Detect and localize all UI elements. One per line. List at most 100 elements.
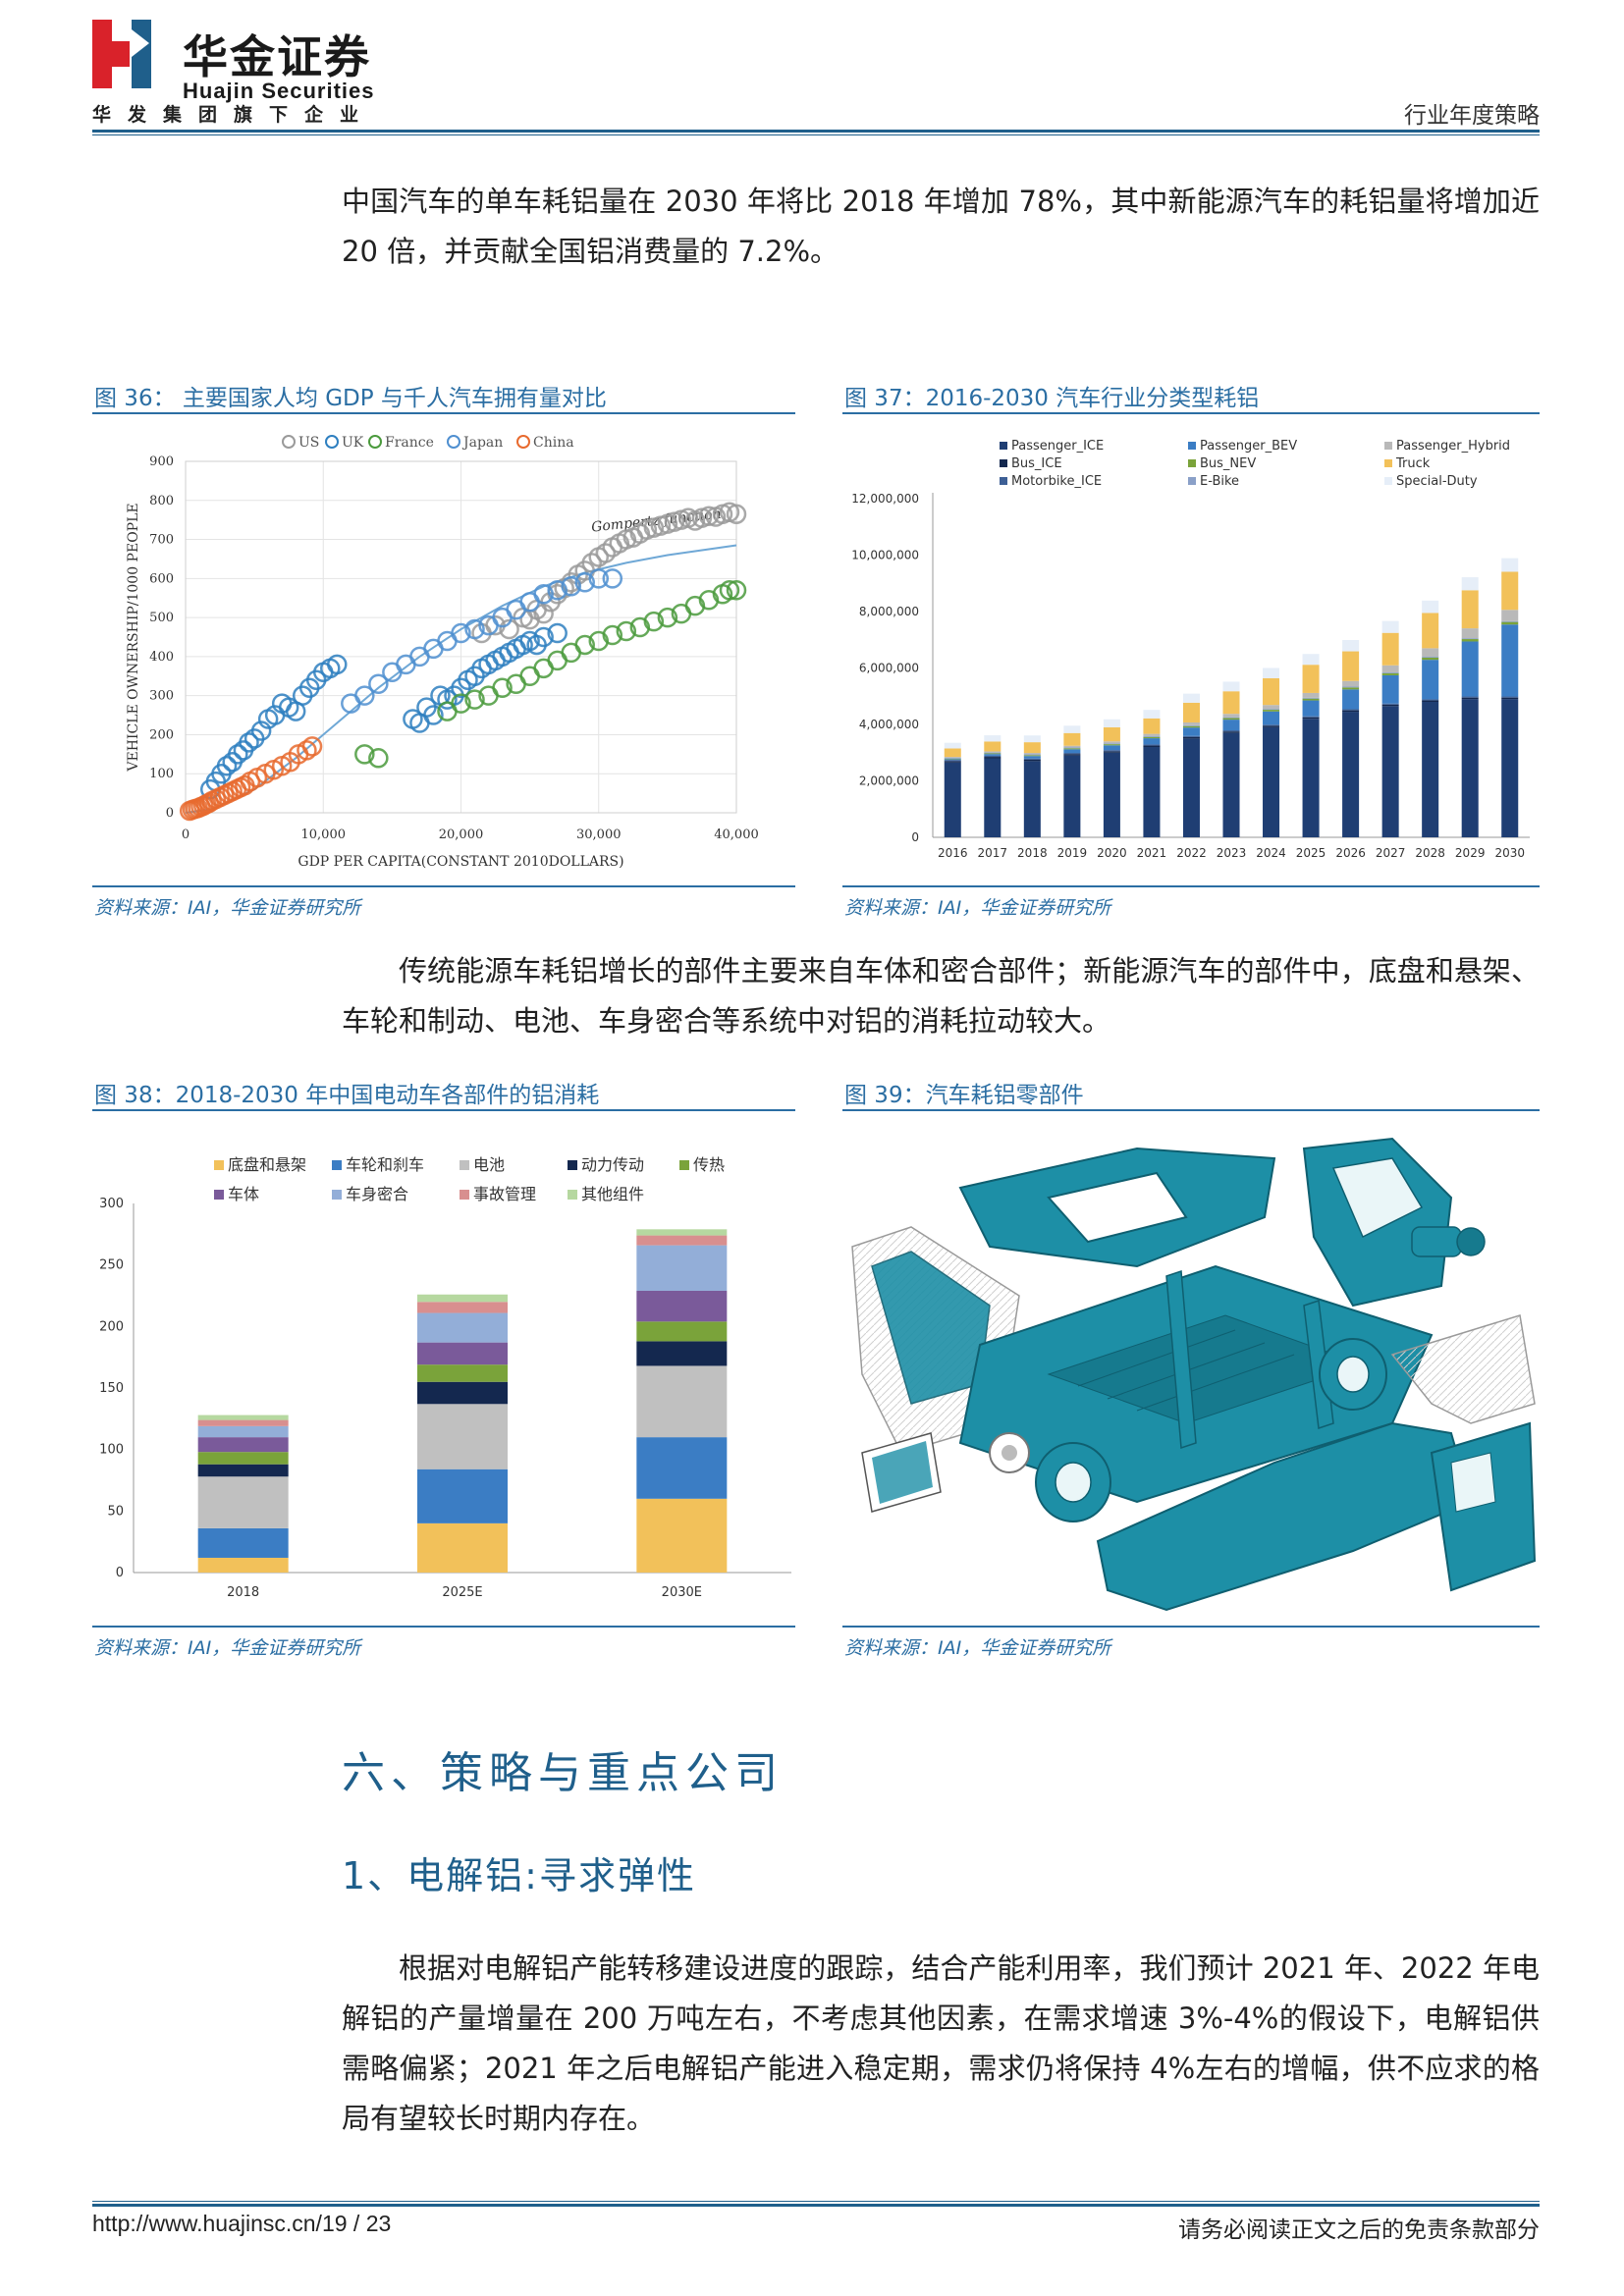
bar-segment-truck bbox=[1063, 732, 1081, 746]
data-point-france bbox=[726, 580, 747, 601]
bar-segment-passenger-ice bbox=[1103, 752, 1120, 837]
bar-segment-motorbike-ice bbox=[944, 760, 961, 762]
legend-label: France bbox=[385, 435, 434, 451]
bar-segment bbox=[197, 1415, 289, 1420]
legend-swatch bbox=[1188, 477, 1196, 485]
y-tick-label: 50 bbox=[107, 1504, 124, 1519]
bar-segment-truck bbox=[1461, 590, 1479, 629]
bar-segment-passenger-hybrid bbox=[1263, 705, 1280, 710]
bar-segment-bus-ice bbox=[1222, 731, 1240, 733]
bar-segment-passenger-bev bbox=[1422, 660, 1439, 700]
bar-segment-passenger-bev bbox=[1342, 689, 1360, 710]
footer-url[interactable]: http://www.huajinsc.cn/ bbox=[92, 2211, 322, 2236]
data-point-us bbox=[499, 618, 519, 640]
bar-segment-e-bike bbox=[1501, 620, 1519, 622]
bar-segment-bus-nev bbox=[1422, 657, 1439, 661]
legend-swatch bbox=[568, 1190, 577, 1200]
bar-segment-passenger-ice bbox=[1381, 706, 1399, 837]
data-point-japan bbox=[354, 685, 375, 706]
x-tick-label: 2018 bbox=[1017, 846, 1048, 860]
x-tick-label: 20,000 bbox=[439, 828, 484, 842]
bar-segment-bus-nev bbox=[1461, 639, 1479, 642]
bar-segment-passenger-ice bbox=[1461, 699, 1479, 837]
bar-segment bbox=[636, 1498, 728, 1573]
bar-segment-e-bike bbox=[1143, 735, 1161, 737]
figure-39-title: 图 39：汽车耗铝零部件 bbox=[844, 1083, 1084, 1108]
bar-segment-bus-nev bbox=[1501, 621, 1519, 625]
footer-url-page: http://www.huajinsc.cn/19 / 23 bbox=[92, 2211, 391, 2237]
y-tick-label: 8,000,000 bbox=[859, 605, 919, 618]
bar-segment-motorbike-ice bbox=[1381, 703, 1399, 705]
figure-36-source: 资料来源：IAI，华金证券研究所 bbox=[94, 897, 361, 919]
bar-segment-truck bbox=[1222, 691, 1240, 715]
bar-segment-bus-nev bbox=[1063, 748, 1081, 750]
legend-label: E-Bike bbox=[1200, 474, 1239, 489]
figure-38-chart: 0 50 100 150 200 250 300 2018 2025E 2030E 底盘和悬架 车轮和… bbox=[92, 1129, 795, 1620]
bar-segment-passenger-ice bbox=[1023, 761, 1041, 837]
bar-segment-e-bike bbox=[984, 752, 1001, 754]
bar-segment-e-bike bbox=[944, 757, 961, 759]
bar-segment-passenger-hybrid bbox=[1143, 733, 1161, 736]
bar-segment bbox=[636, 1437, 728, 1499]
motor-component bbox=[1411, 1226, 1486, 1257]
side-doors bbox=[1096, 1314, 1537, 1612]
bar-segment-special-duty bbox=[984, 735, 1001, 742]
bar-segment-passenger-ice bbox=[984, 758, 1001, 837]
x-tick-label: 2020 bbox=[1097, 846, 1127, 860]
data-point-japan bbox=[547, 580, 568, 601]
x-tick-label: 2018 bbox=[227, 1585, 259, 1600]
data-point-japan bbox=[464, 618, 485, 640]
bar-segment bbox=[417, 1342, 508, 1365]
legend-swatch bbox=[214, 1190, 224, 1200]
legend-swatch bbox=[1384, 477, 1392, 485]
wheel-front bbox=[1035, 1442, 1111, 1522]
bar-segment bbox=[417, 1302, 508, 1313]
bar-segment bbox=[636, 1245, 728, 1291]
bar-segment-passenger-ice bbox=[944, 762, 961, 837]
legend-marker-japan bbox=[447, 435, 460, 449]
paragraph-3: 根据对电解铝产能转移建设进度的跟踪，结合产能利用率，我们预计 2021 年、20… bbox=[342, 1951, 1540, 2135]
bar-segment-truck bbox=[1182, 702, 1200, 722]
bar-segment-truck bbox=[1501, 571, 1519, 611]
x-axis-label: GDP PER CAPITA(CONSTANT 2010DOLLARS) bbox=[298, 854, 623, 870]
legend-swatch bbox=[1188, 459, 1196, 467]
x-tick-label: 2026 bbox=[1335, 846, 1366, 860]
x-tick-label: 40,000 bbox=[714, 828, 759, 842]
legend-swatch bbox=[1000, 477, 1007, 485]
figure-36-bottom-rule bbox=[92, 885, 795, 887]
bar-segment-motorbike-ice bbox=[1023, 758, 1041, 760]
plot-frame bbox=[185, 460, 737, 814]
bar-segment-passenger-hybrid bbox=[1422, 648, 1439, 657]
bar-segment-bus-nev bbox=[1103, 744, 1120, 746]
legend-label: 动力传动 bbox=[581, 1155, 644, 1174]
bar-segment-passenger-bev bbox=[1501, 624, 1519, 697]
legend-swatch bbox=[332, 1190, 342, 1200]
y-tick-label: 250 bbox=[99, 1258, 124, 1273]
data-point-france bbox=[643, 611, 665, 632]
data-point-france bbox=[492, 677, 513, 698]
bar-segment bbox=[197, 1437, 289, 1453]
bar-segment bbox=[636, 1229, 728, 1236]
bar-segment-truck bbox=[1143, 718, 1161, 734]
bar-segment bbox=[197, 1527, 289, 1558]
bar-segment bbox=[636, 1321, 728, 1342]
bar-segment-passenger-ice bbox=[1143, 747, 1161, 837]
bar-segment-truck bbox=[944, 748, 961, 758]
data-point-france bbox=[602, 624, 623, 646]
y-tick-label: 300 bbox=[99, 1197, 124, 1211]
header-divider-thin bbox=[92, 134, 1540, 135]
x-tick-label: 2027 bbox=[1376, 846, 1406, 860]
y-tick-label: 400 bbox=[149, 650, 174, 665]
figure-36-title: 图 36： 主要国家人均 GDP 与千人汽车拥有量对比 bbox=[94, 386, 607, 411]
bar-segment-passenger-hybrid bbox=[944, 757, 961, 758]
legend-marker-france bbox=[368, 435, 382, 449]
data-point-china bbox=[297, 740, 317, 761]
bar-segment-bus-ice bbox=[1422, 700, 1439, 702]
bar-segment bbox=[197, 1557, 289, 1573]
bar-segment bbox=[197, 1452, 289, 1465]
bar-segment-passenger-bev bbox=[1381, 674, 1399, 704]
data-point-uk bbox=[423, 705, 444, 725]
bar-segment-bus-ice bbox=[1143, 745, 1161, 747]
figure-39-top-rule bbox=[842, 1109, 1540, 1111]
bar-segment-bus-ice bbox=[1302, 717, 1320, 720]
